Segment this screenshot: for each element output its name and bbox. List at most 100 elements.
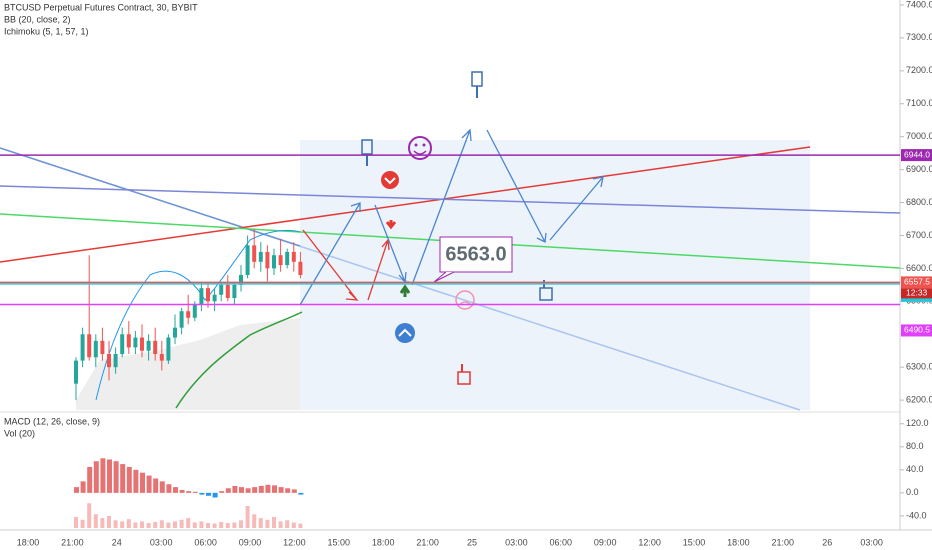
volume-bar (166, 522, 171, 528)
macd-bar (186, 491, 192, 493)
volume-bar (278, 521, 283, 528)
candle-body (272, 255, 276, 269)
candle-body (133, 337, 138, 348)
macd-bar (93, 461, 99, 493)
countdown-label: 12:33 (906, 288, 928, 298)
macd-bar (212, 492, 218, 498)
macd-bar (298, 492, 304, 495)
x-tick-label: 25 (467, 537, 477, 547)
volume-bar (219, 521, 224, 528)
volume-bar (74, 517, 78, 528)
x-tick-label: 12:00 (638, 537, 661, 547)
x-tick-label: 12:00 (283, 537, 306, 547)
ichimoku-line (175, 311, 303, 409)
indicator-label: Ichimoku (5, 1, 57, 1) (4, 26, 89, 36)
candle-body (186, 311, 191, 318)
candle-body (153, 340, 158, 355)
candle-body (219, 284, 224, 295)
y-tick-label: 0.0 (906, 487, 919, 497)
candle-body (126, 334, 131, 348)
candle-body (120, 334, 125, 355)
x-tick-label: 18:00 (17, 537, 40, 547)
y-tick-label: -40.0 (906, 510, 927, 520)
candle-body (159, 354, 164, 361)
macd-bar (265, 484, 271, 493)
volume-bar (272, 517, 276, 528)
x-tick-label: 03:00 (505, 537, 528, 547)
candle-body (291, 251, 296, 262)
indicator-label: BB (20, close, 2) (4, 14, 71, 24)
candle-body (146, 340, 151, 351)
volume-bar (146, 523, 151, 528)
volume-bar (100, 518, 105, 528)
volume-bar (285, 520, 290, 528)
candle-body (298, 261, 303, 275)
x-tick-label: 24 (112, 537, 122, 547)
macd-bar (74, 487, 79, 493)
callout-text: 6563.0 (445, 243, 506, 265)
volume-bar (179, 519, 184, 528)
indicator-label: Vol (20) (4, 428, 35, 438)
x-tick-label: 26 (822, 537, 832, 547)
icons (361, 71, 553, 385)
volume-bar (291, 522, 296, 528)
y-tick-label: 7400.0 (906, 0, 932, 9)
trend-line (0, 185, 901, 214)
candle-body (199, 288, 204, 305)
volume-bar (199, 521, 204, 528)
x-tick-label: 06:00 (550, 537, 573, 547)
macd-bar (100, 458, 106, 493)
volume-bar (159, 520, 164, 528)
volume-bar (265, 519, 270, 528)
y-tick-label: 120.0 (906, 418, 929, 428)
macd-bar (192, 491, 198, 493)
price-badge (901, 149, 932, 162)
volume-bar (140, 521, 144, 528)
macd-bar (153, 478, 159, 493)
macd-bar (285, 488, 291, 493)
macd-bar (140, 472, 145, 493)
volume-bar (107, 515, 111, 528)
macd-bar (291, 489, 297, 493)
volume-bar (258, 518, 263, 528)
y-tick-label: 80.0 (906, 441, 924, 451)
volume-bar (232, 522, 237, 528)
price-badge (901, 324, 932, 337)
price-badge-label: 6944.0 (904, 149, 930, 159)
candle-body (173, 327, 177, 338)
macd-bar (239, 487, 244, 493)
candle-body (232, 284, 237, 299)
volume-bar (80, 519, 85, 528)
macd-bar (80, 481, 86, 493)
volume-bar (298, 523, 303, 528)
candle-body (113, 354, 118, 368)
x-tick-label: 03:00 (150, 537, 173, 547)
macd-bar (126, 466, 132, 493)
macd-bar (120, 464, 126, 493)
macd-bar (179, 489, 185, 493)
volume-bar (93, 514, 98, 528)
candle-body (166, 337, 171, 361)
x-tick-label: 21:00 (61, 537, 84, 547)
macd-bar (272, 485, 277, 493)
volume-bar (173, 521, 177, 528)
price-badge-label: 6557.5 (904, 277, 930, 287)
macd-bar (133, 469, 139, 493)
volume-bar (192, 522, 197, 528)
y-tick-label: 7100.0 (906, 98, 932, 108)
trend-line (0, 146, 811, 263)
candle-body (192, 304, 197, 318)
candle-body (212, 294, 217, 302)
x-tick-label: 21:00 (416, 537, 439, 547)
candle-body (239, 274, 243, 285)
volume-bar (87, 503, 92, 528)
candle-body (225, 284, 230, 299)
macd-bar (232, 485, 238, 493)
volume-bar (239, 520, 243, 528)
y-tick-label: 7200.0 (906, 65, 932, 75)
x-tick-label: 06:00 (194, 537, 217, 547)
volume-bar (206, 523, 210, 528)
price-badge (901, 276, 932, 289)
ichimoku-cloud (76, 318, 300, 410)
